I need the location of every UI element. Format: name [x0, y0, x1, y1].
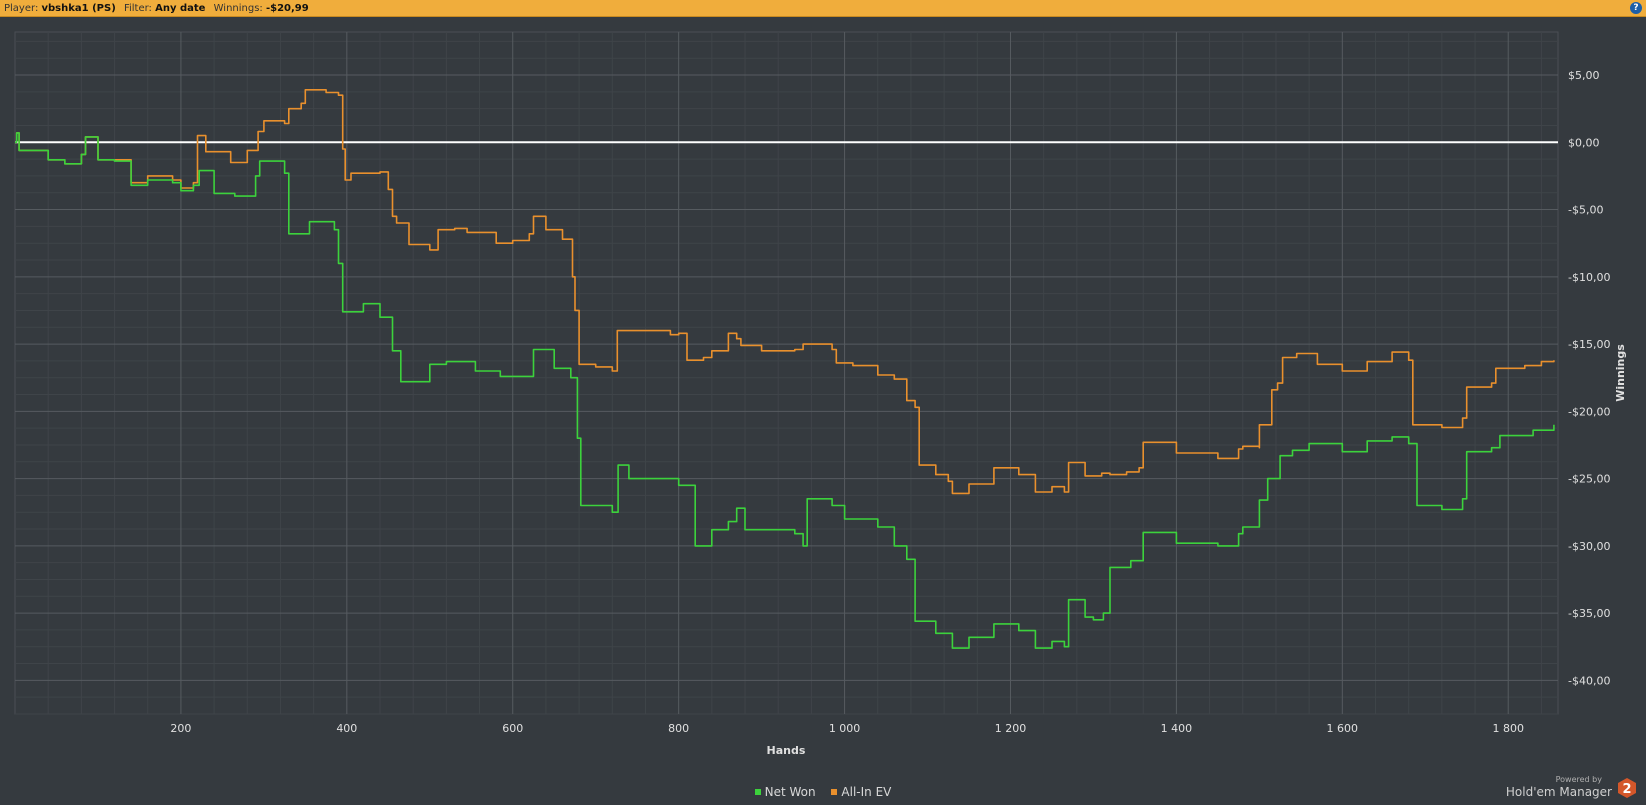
x-tick-label: 1 800: [1492, 722, 1524, 735]
y-tick-label: -$30,00: [1568, 540, 1610, 553]
net-won-line: [15, 132, 1555, 649]
powered-by-text: Powered by: [1555, 775, 1602, 784]
net-won-swatch: [754, 789, 761, 795]
x-tick-label: 1 400: [1161, 722, 1193, 735]
series-layer: [15, 89, 1555, 649]
x-tick-label: 1 600: [1327, 722, 1359, 735]
grid-minor: [15, 32, 1558, 715]
x-axis-title: Hands: [767, 744, 806, 757]
y-tick-label: -$35,00: [1568, 607, 1610, 620]
x-tick-label: 200: [170, 722, 191, 735]
all-in-ev-line: [15, 89, 1555, 495]
plot-area: [14, 31, 1559, 715]
x-tick-label: 1 200: [995, 722, 1027, 735]
legend-label-net-won: Net Won: [764, 785, 816, 799]
y-tick-label: -$20,00: [1568, 405, 1610, 418]
x-axis-ticks: 200 400 600 800 1 000 1 200 1 400 1 600 1 800: [170, 722, 1524, 735]
x-tick-label: 800: [668, 722, 689, 735]
winnings-label: Winnings:: [213, 3, 263, 14]
hm2-badge-icon: 2: [1618, 778, 1636, 798]
winnings-value: -$20,99: [265, 3, 309, 14]
svg-text:2: 2: [1622, 782, 1631, 797]
y-tick-label: -$5,00: [1568, 204, 1603, 217]
y-axis-ticks: $5,00 $0,00 -$5,00 -$10,00 -$15,00 -$20,00 -$2…: [1568, 69, 1610, 687]
filter-value[interactable]: Any date: [155, 3, 206, 14]
player-label: Player:: [4, 3, 39, 14]
y-axis-title: Winnings: [1614, 344, 1627, 402]
all-in-ev-swatch: [831, 789, 838, 795]
filter-label: Filter:: [123, 3, 152, 14]
holdem-manager-logo: Powered by Hold'em Manager 2: [1482, 773, 1642, 803]
x-tick-label: 1 000: [829, 722, 861, 735]
product-name: Hold'em Manager: [1505, 785, 1612, 799]
player-value: vbshka1 (PS): [41, 3, 116, 14]
grid-major: [15, 32, 1558, 714]
header-bar: Player: vbshka1 (PS) Filter: Any date Wi…: [0, 0, 1646, 17]
y-tick-label: -$10,00: [1568, 271, 1610, 284]
legend-item-all-in-ev[interactable]: All-In EV: [831, 785, 891, 799]
y-tick-label: $5,00: [1568, 69, 1600, 82]
y-tick-label: $0,00: [1568, 136, 1600, 149]
y-tick-label: -$25,00: [1568, 473, 1610, 486]
help-icon[interactable]: ?: [1630, 2, 1642, 14]
legend-item-net-won[interactable]: Net Won: [754, 785, 816, 799]
x-tick-label: 400: [336, 722, 357, 735]
y-tick-label: -$40,00: [1568, 674, 1610, 687]
legend-label-all-in-ev: All-In EV: [841, 785, 892, 799]
y-tick-label: -$15,00: [1568, 338, 1610, 351]
chart-legend: Net Won All-In EV: [0, 785, 1646, 799]
x-tick-label: 600: [502, 722, 523, 735]
